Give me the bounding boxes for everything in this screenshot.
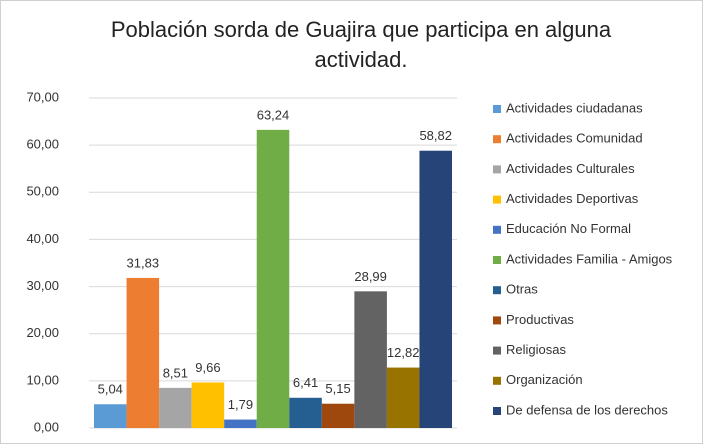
data-label: 63,24 <box>257 107 290 122</box>
bar <box>289 397 322 428</box>
y-tick-label: 50,00 <box>26 184 59 199</box>
data-label: 6,41 <box>293 375 318 390</box>
legend-label: Actividades Familia - Amigos <box>506 251 673 266</box>
y-tick-label: 30,00 <box>26 278 59 293</box>
bar <box>321 403 355 428</box>
legend-swatch <box>493 135 501 144</box>
bar <box>126 277 160 428</box>
legend-label: Religiosas <box>506 342 566 357</box>
y-tick-label: 10,00 <box>26 372 59 387</box>
bar <box>354 291 387 428</box>
bar <box>419 150 452 428</box>
legend-label: De defensa de los derechos <box>506 402 668 417</box>
y-tick-label: 70,00 <box>26 89 59 104</box>
data-label: 1,79 <box>228 397 253 412</box>
legend-swatch <box>493 316 501 325</box>
legend-swatch <box>493 376 501 385</box>
data-label: 5,15 <box>325 381 350 396</box>
legend-swatch <box>493 225 501 234</box>
legend-swatch <box>493 346 501 355</box>
bar <box>159 387 192 428</box>
y-tick-label: 40,00 <box>26 231 59 246</box>
legend-label: Actividades ciudadanas <box>506 100 643 115</box>
y-tick-label: 20,00 <box>26 325 59 340</box>
data-label: 12,82 <box>387 345 420 360</box>
bar <box>94 404 127 428</box>
bar <box>224 419 257 428</box>
legend-label: Otras <box>506 282 538 297</box>
legend-swatch <box>493 165 501 174</box>
data-label: 31,83 <box>127 255 160 270</box>
legend-swatch <box>493 256 501 264</box>
legend-label: Productivas <box>506 312 574 327</box>
data-label: 28,99 <box>354 269 387 284</box>
legend-label: Actividades Comunidad <box>506 131 643 146</box>
legend-swatch <box>493 407 501 415</box>
legend-swatch <box>493 105 501 113</box>
chart-title: Población sorda de Guajira que participa… <box>110 17 612 72</box>
data-label: 58,82 <box>419 128 452 143</box>
data-label: 5,04 <box>98 382 123 397</box>
y-tick-label: 60,00 <box>26 137 59 152</box>
legend-label: Organización <box>506 372 583 387</box>
legend-label: Actividades Deportivas <box>506 191 639 206</box>
legend-label: Educación No Formal <box>506 221 631 236</box>
y-tick-label: 0,00 <box>34 419 59 434</box>
data-label: 8,51 <box>163 365 188 380</box>
data-label: 9,66 <box>195 360 220 375</box>
bar <box>191 382 225 428</box>
legend-swatch <box>493 195 501 204</box>
bar <box>386 367 420 428</box>
legend-label: Actividades Culturales <box>506 161 635 176</box>
legend-swatch <box>493 286 501 295</box>
bar <box>256 129 290 428</box>
